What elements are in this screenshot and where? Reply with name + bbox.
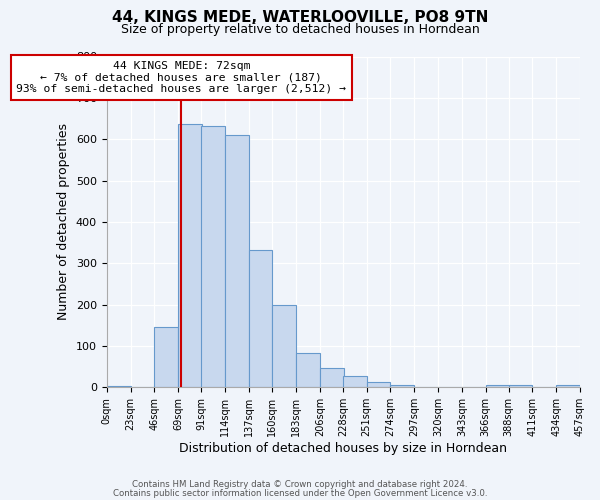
Bar [178,124,202,388]
Bar [486,386,509,388]
Bar [201,126,225,388]
Bar [296,352,320,388]
Bar [154,328,178,388]
Bar [391,386,415,388]
Bar [343,376,367,388]
Bar [367,382,391,388]
Text: Contains public sector information licensed under the Open Government Licence v3: Contains public sector information licen… [113,489,487,498]
Bar [225,135,248,388]
Text: 44, KINGS MEDE, WATERLOOVILLE, PO8 9TN: 44, KINGS MEDE, WATERLOOVILLE, PO8 9TN [112,10,488,25]
Bar [556,386,580,388]
Bar [509,386,532,388]
Bar [320,368,344,388]
Text: Contains HM Land Registry data © Crown copyright and database right 2024.: Contains HM Land Registry data © Crown c… [132,480,468,489]
Text: Size of property relative to detached houses in Horndean: Size of property relative to detached ho… [121,22,479,36]
X-axis label: Distribution of detached houses by size in Horndean: Distribution of detached houses by size … [179,442,508,455]
Bar [107,386,131,388]
Text: 44 KINGS MEDE: 72sqm
← 7% of detached houses are smaller (187)
93% of semi-detac: 44 KINGS MEDE: 72sqm ← 7% of detached ho… [16,60,346,94]
Bar [248,250,272,388]
Y-axis label: Number of detached properties: Number of detached properties [58,124,70,320]
Bar [272,304,296,388]
